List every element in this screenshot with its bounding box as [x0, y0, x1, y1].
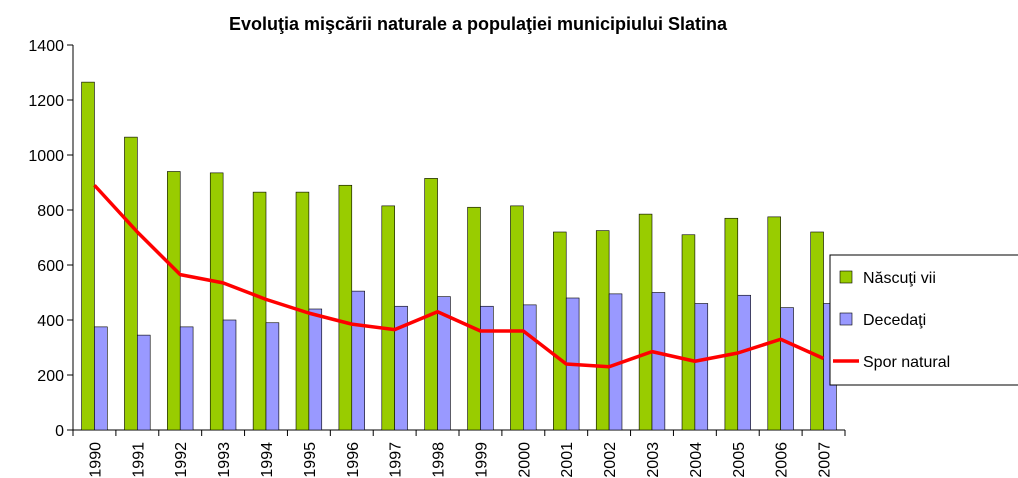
bar	[467, 206, 481, 431]
x-tick-label: 1990	[87, 442, 104, 478]
bar	[681, 234, 696, 431]
legend-swatch	[839, 270, 853, 284]
bar	[780, 307, 794, 431]
y-tick-label: 1000	[28, 148, 64, 165]
bar	[252, 191, 267, 431]
x-tick-label: 1991	[130, 442, 147, 478]
x-tick-label: 2007	[817, 442, 834, 478]
x-tick-label: 1992	[173, 442, 190, 478]
chart-title: Evoluţia mişcării naturale a populaţiei …	[229, 14, 728, 34]
x-tick-label: 2002	[602, 442, 619, 478]
legend-label: Decedaţi	[863, 312, 926, 329]
bar	[308, 308, 323, 431]
x-tick-label: 1998	[431, 442, 448, 478]
bar	[638, 213, 653, 431]
bar	[209, 172, 224, 431]
bar	[810, 231, 824, 431]
x-tick-label: 2000	[516, 442, 533, 478]
bar	[222, 319, 237, 431]
x-tick-label: 2005	[731, 442, 748, 478]
bar	[651, 292, 666, 431]
y-tick-label: 400	[37, 313, 64, 330]
y-tick-label: 0	[55, 423, 64, 440]
y-tick-label: 800	[37, 203, 64, 220]
legend-label: Spor natural	[863, 354, 950, 371]
x-tick-label: 2004	[688, 442, 705, 478]
bar	[265, 322, 280, 431]
bar	[480, 305, 494, 431]
bar	[510, 205, 524, 431]
x-tick-label: 1994	[259, 442, 276, 478]
bar	[338, 184, 353, 431]
bar	[553, 231, 567, 431]
x-tick-label: 1997	[388, 442, 405, 478]
bar	[767, 216, 781, 431]
legend-swatch	[839, 312, 853, 326]
bar	[437, 296, 451, 431]
bar	[94, 326, 108, 431]
bar	[381, 205, 395, 431]
x-tick-label: 2006	[774, 442, 791, 478]
bar	[737, 294, 751, 431]
x-tick-label: 2001	[559, 442, 576, 478]
y-tick-label: 600	[37, 258, 64, 275]
x-tick-label: 1999	[473, 442, 490, 478]
bar	[167, 171, 181, 431]
y-tick-label: 200	[37, 368, 64, 385]
x-tick-label: 1993	[216, 442, 233, 478]
line	[93, 184, 825, 369]
x-tick-label: 2003	[645, 442, 662, 478]
x-tick-label: 1996	[345, 442, 362, 478]
bar	[179, 326, 194, 431]
bar	[394, 305, 408, 431]
bar	[694, 303, 709, 431]
bar	[724, 217, 739, 431]
bar	[351, 290, 365, 431]
bar	[595, 230, 610, 431]
bar	[523, 304, 537, 431]
bar	[124, 136, 138, 431]
y-tick-label: 1200	[28, 93, 64, 110]
legend-box	[829, 254, 1018, 386]
legend-label: Născuţi vii	[863, 270, 936, 287]
bar	[424, 178, 438, 431]
bar	[81, 81, 95, 431]
x-tick-label: 1995	[302, 442, 319, 478]
bar	[137, 334, 151, 431]
y-tick-label: 1400	[28, 38, 64, 55]
